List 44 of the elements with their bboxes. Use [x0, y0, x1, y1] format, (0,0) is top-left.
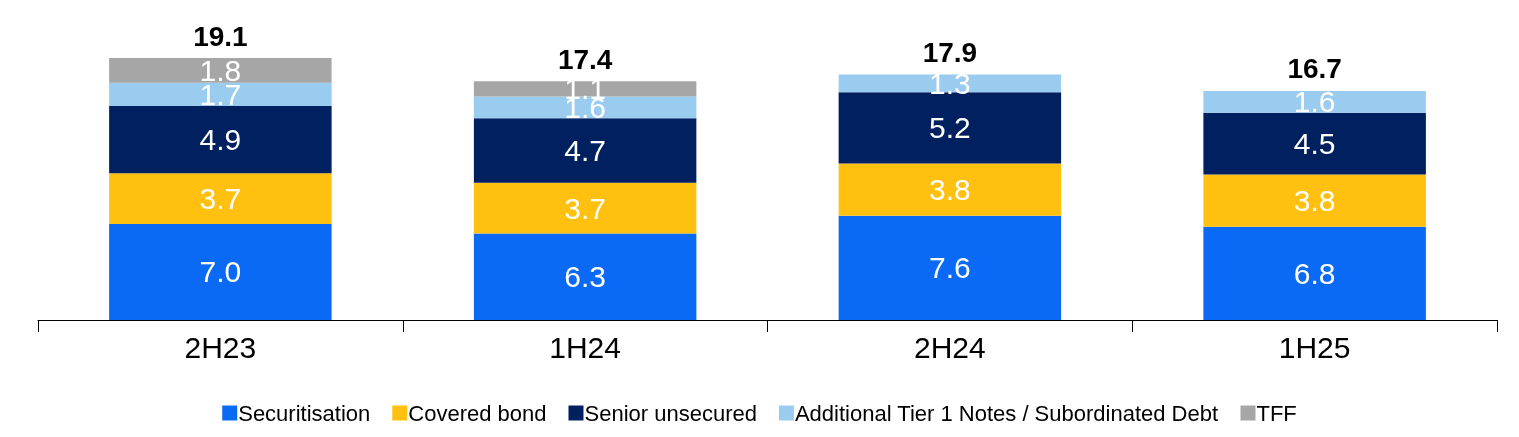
total-label: 16.7 — [1287, 53, 1342, 85]
data-label: 6.8 — [1293, 256, 1336, 290]
total-label: 17.9 — [922, 36, 978, 68]
bar — [1203, 174, 1426, 227]
data-label: 7.0 — [199, 255, 242, 289]
legend-label: TFF — [1256, 400, 1297, 426]
bar — [838, 92, 1062, 164]
bar — [109, 223, 332, 320]
data-label: 3.7 — [564, 191, 606, 225]
data-label: 4.5 — [1293, 127, 1336, 161]
bar — [473, 118, 697, 183]
data-label: 4.9 — [199, 123, 242, 157]
x-tick-label: 2H23 — [184, 330, 257, 364]
data-label: 3.8 — [929, 173, 971, 207]
data-label: 3.7 — [199, 182, 242, 216]
data-label: 5.2 — [929, 111, 971, 145]
bar — [473, 182, 697, 234]
bar — [1203, 226, 1426, 320]
x-tick-label: 1H25 — [1278, 330, 1351, 364]
x-tick-label: 1H24 — [549, 330, 621, 364]
total-label: 17.4 — [557, 43, 613, 75]
data-label: 3.8 — [1293, 184, 1336, 218]
x-tick-label: 2H24 — [914, 330, 986, 364]
legend-label: Covered bond — [408, 400, 547, 426]
bar — [838, 74, 1062, 93]
bar — [109, 82, 332, 107]
bar — [838, 215, 1062, 320]
data-label: 6.3 — [564, 260, 606, 294]
data-label: 7.6 — [929, 251, 971, 285]
data-label: 4.7 — [564, 134, 606, 168]
bar — [109, 58, 332, 83]
legend-label: Securitisation — [238, 400, 371, 426]
bar — [109, 173, 332, 224]
data-label: 1.3 — [929, 66, 971, 100]
bar — [838, 163, 1062, 216]
legend-label: Senior unsecured — [584, 400, 757, 426]
bar — [109, 106, 332, 174]
bar — [473, 81, 697, 97]
bar — [1203, 112, 1426, 175]
bar — [473, 233, 697, 320]
data-label: 1.6 — [1293, 85, 1336, 119]
bar — [1203, 90, 1426, 113]
legend-label: Additional Tier 1 Notes / Subordinated Debt — [794, 400, 1219, 426]
total-label: 19.1 — [193, 20, 248, 52]
